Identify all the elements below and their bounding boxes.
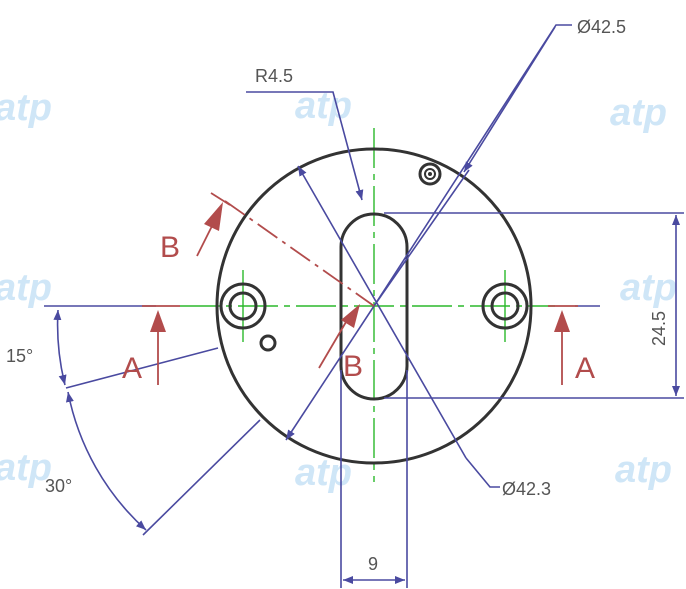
slot-width-label: 9 bbox=[368, 554, 378, 574]
dimension-lines bbox=[44, 24, 684, 588]
dimension-labels: Ø42.5 Ø42.3 R4.5 24.5 9 15° 30° bbox=[6, 17, 669, 574]
pin-hole-inner bbox=[424, 168, 436, 180]
center-lines bbox=[180, 128, 555, 482]
part-outline bbox=[215, 147, 533, 465]
hole-right-outer bbox=[481, 282, 529, 330]
slot-length-label: 24.5 bbox=[649, 311, 669, 346]
pin-hole-outer bbox=[418, 162, 442, 186]
pin-hole-center bbox=[428, 172, 432, 176]
section-b-upper-label: B bbox=[160, 231, 180, 264]
slot-radius-label: R4.5 bbox=[255, 66, 293, 86]
inner-diameter-label: Ø42.3 bbox=[502, 479, 551, 499]
section-b-lower-label: B bbox=[343, 350, 363, 383]
watermark-text: atp bbox=[0, 267, 52, 309]
angle-upper-label: 15° bbox=[6, 346, 33, 366]
section-marks bbox=[142, 192, 578, 385]
section-labels: A A B B bbox=[122, 231, 595, 385]
outer-circle bbox=[215, 147, 533, 465]
section-a-right-label: A bbox=[575, 352, 595, 385]
angle-lower-label: 30° bbox=[45, 476, 72, 496]
outer-diameter-label: Ø42.5 bbox=[577, 17, 626, 37]
hole-left-inner bbox=[228, 291, 258, 321]
section-a-left-label: A bbox=[122, 352, 142, 385]
watermark-text: atp bbox=[0, 87, 52, 129]
watermark-text: atp bbox=[610, 92, 667, 134]
small-hole bbox=[259, 334, 277, 352]
watermark-text: atp bbox=[295, 452, 352, 494]
watermark-text: atp bbox=[615, 449, 672, 491]
watermark-text: atp bbox=[0, 447, 52, 489]
slot-outline bbox=[339, 212, 409, 401]
hole-left-outer bbox=[219, 282, 267, 330]
watermark-text: atp bbox=[620, 267, 677, 309]
watermark-layer: atp atp atp atp atp atp atp atp bbox=[0, 85, 677, 494]
hole-right-inner bbox=[490, 291, 520, 321]
